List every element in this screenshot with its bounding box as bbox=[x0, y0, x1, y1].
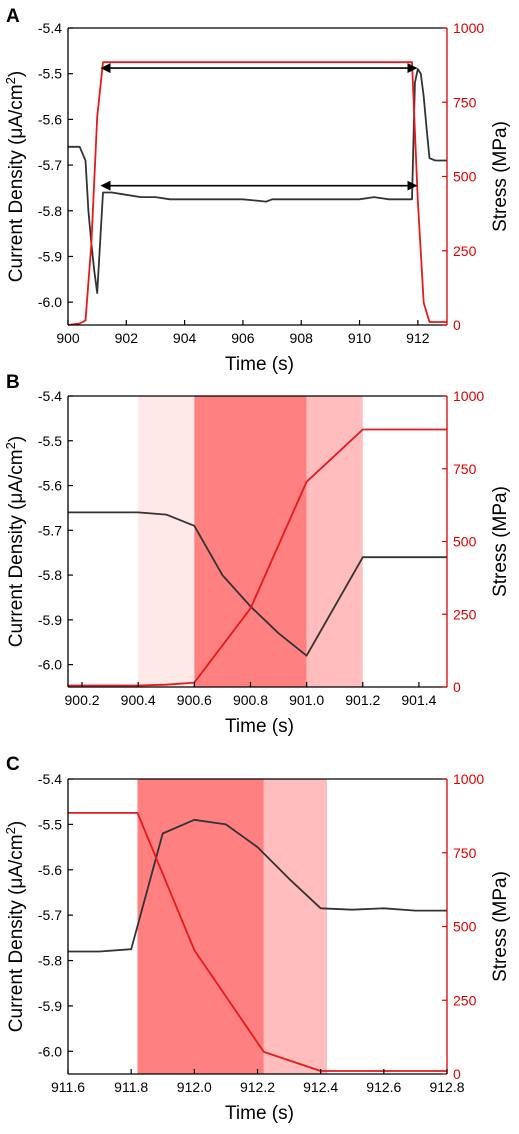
panel-letter: B bbox=[6, 372, 20, 393]
x-tick-label: 900.8 bbox=[233, 692, 268, 708]
right-tick-label: 0 bbox=[453, 317, 461, 333]
left-tick-label: -5.8 bbox=[38, 203, 62, 219]
left-tick-label: -5.9 bbox=[38, 998, 62, 1014]
left-y-axis-label: Current Density (μA/cm2) bbox=[3, 821, 28, 1032]
x-tick-label: 908 bbox=[290, 330, 314, 346]
x-axis-label: Time (s) bbox=[225, 1103, 294, 1124]
chart-panel-b: -6.0 -5.9 -5.8 -5.7 -5.6 -5.5 -5.4 0 250 500 750 10… bbox=[3, 372, 512, 737]
shaded-region bbox=[138, 396, 195, 687]
x-axis-label: Time (s) bbox=[225, 354, 294, 375]
left-tick-label: -5.6 bbox=[38, 111, 62, 127]
x-tick-label: 906 bbox=[231, 330, 255, 346]
x-tick-label: 901.0 bbox=[289, 692, 324, 708]
stress-line bbox=[68, 428, 447, 687]
left-y-axis-label: Current Density (μA/cm2) bbox=[3, 436, 28, 647]
x-tick-label: 902 bbox=[115, 330, 139, 346]
x-tick-label: 912.4 bbox=[303, 1079, 338, 1095]
left-tick-label: -6.0 bbox=[38, 657, 62, 673]
left-tick-label: -5.6 bbox=[38, 862, 62, 878]
right-tick-label: 250 bbox=[453, 606, 477, 622]
left-tick-label: -5.6 bbox=[38, 478, 62, 494]
shaded-region bbox=[263, 779, 327, 1074]
x-tick-label: 912.6 bbox=[366, 1079, 401, 1095]
stress-line bbox=[67, 61, 447, 326]
right-tick-label: 250 bbox=[453, 992, 477, 1008]
left-tick-label: -5.4 bbox=[38, 20, 62, 36]
right-tick-label: 500 bbox=[453, 919, 477, 935]
left-tick-label: -6.0 bbox=[38, 1043, 62, 1059]
x-tick-label: 904 bbox=[173, 330, 197, 346]
current-density-line bbox=[68, 68, 447, 294]
right-tick-label: 250 bbox=[453, 243, 477, 259]
left-tick-label: -5.7 bbox=[38, 522, 62, 538]
right-tick-label: 1000 bbox=[453, 20, 484, 36]
right-tick-label: 750 bbox=[453, 461, 477, 477]
shaded-region bbox=[194, 396, 307, 687]
left-tick-label: -5.8 bbox=[38, 953, 62, 969]
right-y-axis-label: Stress (MPa) bbox=[490, 486, 511, 597]
current-density-line bbox=[68, 818, 447, 953]
left-tick-label: -5.5 bbox=[38, 816, 62, 832]
right-y-axis-label: Stress (MPa) bbox=[490, 121, 511, 232]
x-tick-label: 910 bbox=[348, 330, 372, 346]
right-tick-label: 1000 bbox=[453, 771, 484, 787]
shaded-region bbox=[137, 779, 264, 1074]
right-tick-label: 500 bbox=[453, 534, 477, 550]
panel-letter: C bbox=[6, 754, 20, 775]
x-tick-label: 912.8 bbox=[429, 1079, 464, 1095]
left-tick-label: -6.0 bbox=[38, 294, 62, 310]
left-tick-label: -5.5 bbox=[38, 433, 62, 449]
left-tick-label: -5.7 bbox=[38, 907, 62, 923]
x-tick-label: 911.8 bbox=[114, 1079, 148, 1095]
left-tick-label: -5.5 bbox=[38, 66, 62, 82]
left-tick-label: -5.4 bbox=[38, 388, 62, 404]
x-tick-label: 900.2 bbox=[65, 692, 100, 708]
right-tick-label: 1000 bbox=[453, 388, 484, 404]
x-tick-label: 900.6 bbox=[177, 692, 212, 708]
stress-line bbox=[68, 812, 447, 1072]
chart-panel-c: -6.0 -5.9 -5.8 -5.7 -5.6 -5.5 -5.4 0 250 500 750 10… bbox=[3, 754, 512, 1124]
panel-letter: A bbox=[6, 6, 20, 27]
x-tick-label: 911.6 bbox=[51, 1079, 85, 1095]
left-tick-label: -5.8 bbox=[38, 567, 62, 583]
right-y-axis-label: Stress (MPa) bbox=[490, 871, 511, 982]
left-tick-label: -5.9 bbox=[38, 248, 62, 264]
right-tick-label: 750 bbox=[453, 94, 477, 110]
chart-panel-a: -6.0 -5.9 -5.8 -5.7 -5.6 -5.5 -5.4 0 250 500 750 10… bbox=[3, 6, 512, 375]
x-tick-label: 900.4 bbox=[121, 692, 156, 708]
left-tick-label: -5.7 bbox=[38, 157, 62, 173]
shaded-region bbox=[306, 396, 363, 687]
x-tick-label: 912 bbox=[406, 330, 430, 346]
left-y-axis-label: Current Density (μA/cm2) bbox=[3, 71, 28, 282]
left-tick-label: -5.9 bbox=[38, 612, 62, 628]
left-tick-label: -5.4 bbox=[38, 771, 62, 787]
right-tick-label: 750 bbox=[453, 845, 477, 861]
x-tick-label: 901.4 bbox=[401, 692, 436, 708]
x-axis-label: Time (s) bbox=[225, 716, 294, 737]
x-tick-label: 912.2 bbox=[240, 1079, 275, 1095]
right-tick-label: 0 bbox=[453, 1066, 461, 1082]
x-tick-label: 901.2 bbox=[345, 692, 380, 708]
x-tick-label: 912.0 bbox=[177, 1079, 212, 1095]
right-tick-label: 0 bbox=[453, 679, 461, 695]
x-tick-label: 900 bbox=[56, 330, 80, 346]
right-tick-label: 500 bbox=[453, 169, 477, 185]
